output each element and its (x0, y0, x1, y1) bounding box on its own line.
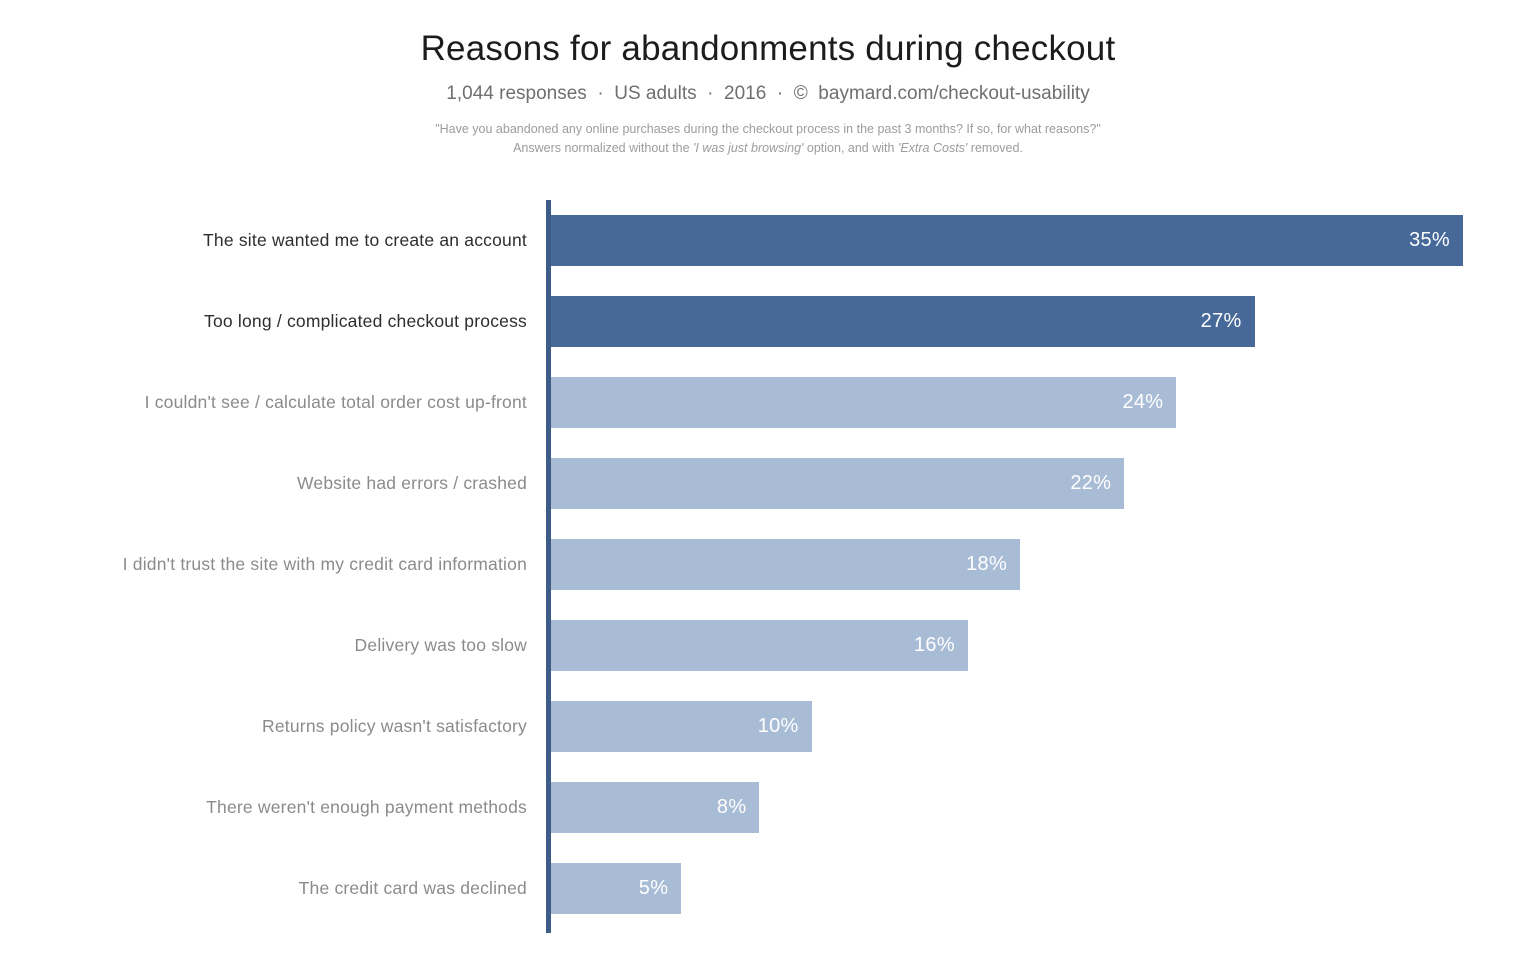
bar-track: 18% (551, 539, 1536, 590)
bar-track: 10% (551, 701, 1536, 752)
chart-header: Reasons for abandonments during checkout… (0, 0, 1536, 200)
bar: 24% (551, 377, 1177, 428)
category-label: There weren't enough payment methods (206, 797, 527, 817)
category-label: I didn't trust the site with my credit c… (122, 554, 527, 574)
bar-value-label: 5% (638, 877, 669, 899)
bar-row: There weren't enough payment methods 8% (0, 767, 1536, 848)
bar: 35% (551, 215, 1463, 266)
category-label: The site wanted me to create an account (203, 230, 527, 250)
bar-row: Delivery was too slow 16% (0, 605, 1536, 686)
bar-row: Too long / complicated checkout process … (0, 281, 1536, 362)
bar-value-label: 8% (716, 796, 747, 818)
category-label: Delivery was too slow (354, 635, 527, 655)
bar-track: 22% (551, 458, 1536, 509)
bar: 27% (551, 296, 1255, 347)
bar-row: The credit card was declined 5% (0, 848, 1536, 929)
bar: 5% (551, 863, 682, 914)
bar-track: 16% (551, 620, 1536, 671)
bar-track: 27% (551, 296, 1536, 347)
bar-row: Website had errors / crashed 22% (0, 443, 1536, 524)
category-label: Website had errors / crashed (297, 473, 527, 493)
bar-value-label: 18% (966, 553, 1008, 575)
footnote-normalization: Answers normalized without the 'I was ju… (513, 141, 1023, 155)
chart-title: Reasons for abandonments during checkout (420, 29, 1116, 68)
bar-track: 35% (551, 215, 1536, 266)
category-label: Returns policy wasn't satisfactory (262, 716, 527, 736)
bar-track: 24% (551, 377, 1536, 428)
bar-row: I couldn't see / calculate total order c… (0, 362, 1536, 443)
y-axis-line (546, 200, 551, 933)
bar-chart: The site wanted me to create an account … (0, 200, 1536, 933)
chart-subtitle: 1,044 responses · US adults · 2016 · © b… (446, 83, 1090, 105)
bar-row: I didn't trust the site with my credit c… (0, 524, 1536, 605)
bar: 18% (551, 539, 1021, 590)
category-label: The credit card was declined (298, 878, 527, 898)
bar-value-label: 27% (1200, 310, 1242, 332)
chart-footnote: "Have you abandoned any online purchases… (0, 120, 1536, 158)
bar: 10% (551, 701, 812, 752)
bar-value-label: 24% (1122, 391, 1164, 413)
bar: 16% (551, 620, 968, 671)
category-label: Too long / complicated checkout process (204, 311, 527, 331)
bar-value-label: 35% (1409, 229, 1450, 251)
bar-value-label: 22% (1070, 472, 1112, 494)
bar-value-label: 16% (914, 634, 955, 656)
bar: 22% (551, 458, 1125, 509)
bar-track: 8% (551, 782, 1536, 833)
bar-row: Returns policy wasn't satisfactory 10% (0, 686, 1536, 767)
bar-value-label: 10% (757, 715, 799, 737)
category-label: I couldn't see / calculate total order c… (144, 392, 527, 412)
bar-rows: The site wanted me to create an account … (0, 200, 1536, 929)
footnote-question: "Have you abandoned any online purchases… (435, 122, 1101, 137)
bar-track: 5% (551, 863, 1536, 914)
bar: 8% (551, 782, 760, 833)
bar-row: The site wanted me to create an account … (0, 200, 1536, 281)
